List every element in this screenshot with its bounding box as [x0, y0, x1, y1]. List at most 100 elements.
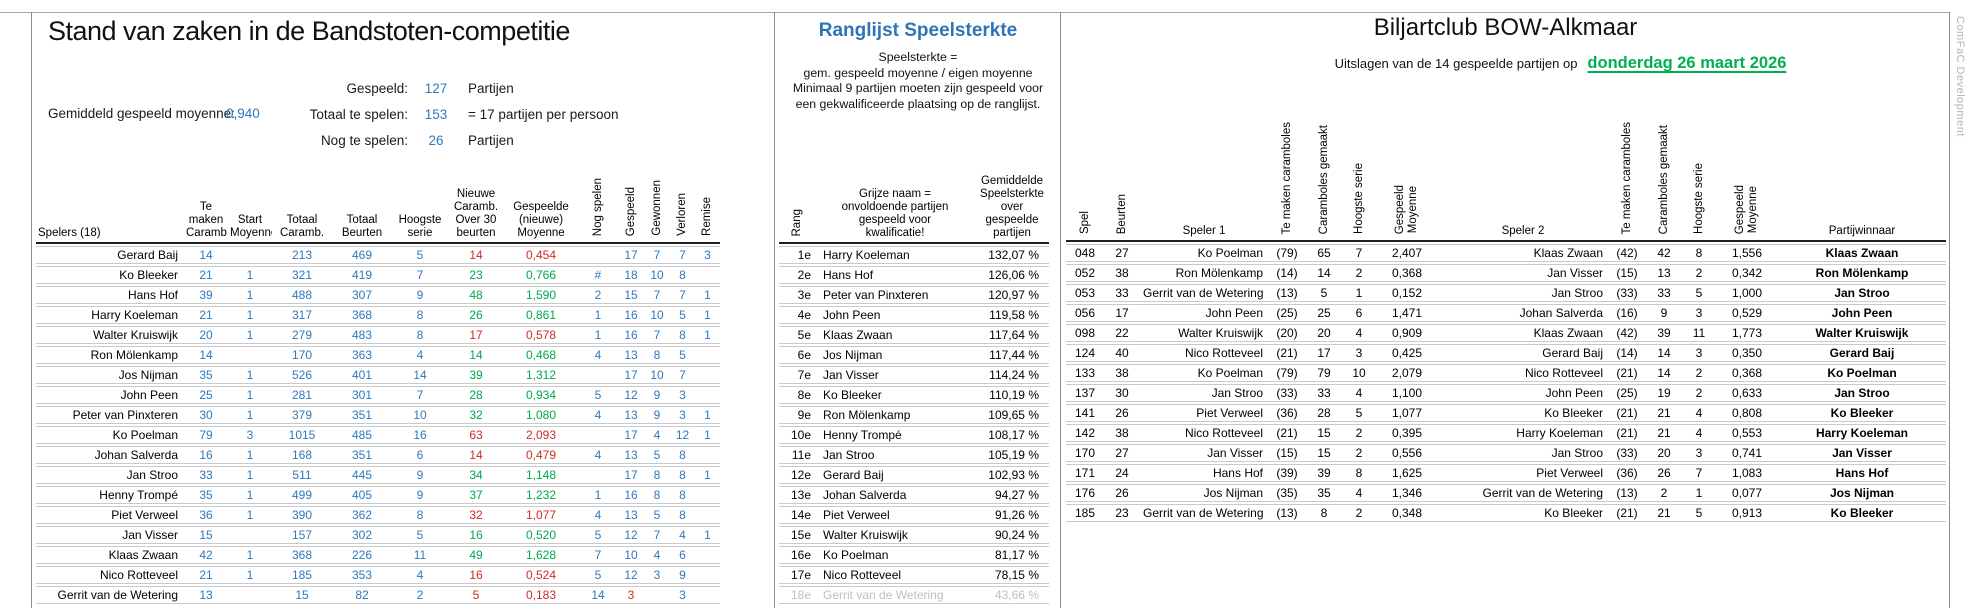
header-remise: Remise: [695, 152, 720, 244]
cell-pct: 132,07 %: [975, 246, 1049, 264]
cell-gm: 0,524: [504, 566, 578, 584]
cell-gp: 17: [618, 466, 644, 484]
average-moyenne-value: 0,940: [226, 106, 260, 121]
table-row: 16e Ko Poelman 81,17 %: [779, 546, 1049, 564]
club-title: Biljartclub BOW-Alkmaar: [1373, 14, 1638, 41]
cell-tc: 511: [272, 466, 332, 484]
cell-ns: 14: [578, 586, 618, 604]
cell-pct: 117,64 %: [975, 326, 1049, 344]
header-partijwinnaar: Partijwinnaar: [1778, 90, 1946, 242]
cell-tc: 279: [272, 326, 332, 344]
stat-suffix: Partijen: [468, 81, 514, 96]
cell-s2m: 1,773: [1716, 324, 1778, 342]
cell-tm: 21: [184, 306, 228, 324]
cell-tb: 485: [332, 426, 392, 444]
cell-tm: 39: [184, 286, 228, 304]
cell-rm: [695, 446, 720, 464]
cell-pct: 108,17 %: [975, 426, 1049, 444]
cell-tm: 20: [184, 326, 228, 344]
cell-hs: 2: [392, 586, 448, 604]
table-row: 15e Walter Kruiswijk 90,24 %: [779, 526, 1049, 544]
cell-s1: Gerrit van de Wetering: [1140, 284, 1268, 302]
cell-pct: 110,19 %: [975, 386, 1049, 404]
table-row: Hans Hof 39 1 488 307 9 48 1,590 2 15 7 7 1: [36, 286, 720, 304]
cell-s2c: 21: [1646, 404, 1682, 422]
cell-s2tm: (21): [1608, 404, 1646, 422]
cell-tc: 317: [272, 306, 332, 324]
cell-tb: 307: [332, 286, 392, 304]
cell-rang: 18e: [779, 586, 815, 604]
cell-sm: [228, 246, 272, 264]
table-row: 185 23 Gerrit van de Wetering (13) 8 2 0,348 Ko…: [1066, 504, 1946, 522]
cell-tm: 42: [184, 546, 228, 564]
cell-s2c: 19: [1646, 384, 1682, 402]
uitslagen-table: Spel Beurten Speler 1 Te maken carambole…: [1066, 88, 1946, 524]
cell-s1h: 4: [1342, 484, 1376, 502]
header-speler1: Speler 1: [1140, 90, 1268, 242]
cell-s1: Ron Mölenkamp: [1140, 264, 1268, 282]
cell-vl: 3: [670, 406, 695, 424]
cell-sm: 1: [228, 286, 272, 304]
cell-s2: Gerrit van de Wetering: [1438, 484, 1608, 502]
cell-vl: 8: [670, 506, 695, 524]
cell-name: Walter Kruiswijk: [815, 526, 975, 544]
cell-sm: [228, 346, 272, 364]
cell-s1h: 2: [1342, 504, 1376, 522]
cell-rm: [695, 386, 720, 404]
cell-brt: 38: [1104, 364, 1140, 382]
cell-s1h: 8: [1342, 464, 1376, 482]
cell-pct: 119,58 %: [975, 306, 1049, 324]
cell-win: Klaas Zwaan: [1778, 244, 1946, 262]
cell-s2c: 26: [1646, 464, 1682, 482]
table-row: 2e Hans Hof 126,06 %: [779, 266, 1049, 284]
cell-gp: 12: [618, 566, 644, 584]
cell-gw: 5: [644, 446, 670, 464]
cell-gp: 13: [618, 406, 644, 424]
stat-value: 127: [424, 81, 448, 96]
stat-label: Totaal te spelen:: [309, 107, 408, 122]
header-s1-caramboles: Caramboles gemaakt: [1306, 90, 1342, 242]
cell-s1h: 1: [1342, 284, 1376, 302]
cell-gw: 10: [644, 266, 670, 284]
cell-nc: 32: [448, 406, 504, 424]
cell-rm: 3: [695, 246, 720, 264]
ranglijst-table-header: Rang Grijze naam = onvoldoende partijen …: [779, 140, 1049, 244]
cell-s2: Jan Visser: [1438, 264, 1608, 282]
cell-gm: 1,232: [504, 486, 578, 504]
cell-s2: Klaas Zwaan: [1438, 244, 1608, 262]
table-row: 17e Nico Rotteveel 78,15 %: [779, 566, 1049, 584]
table-row: 9e Ron Mölenkamp 109,65 %: [779, 406, 1049, 424]
cell-s2c: 13: [1646, 264, 1682, 282]
cell-name: Klaas Zwaan: [36, 546, 184, 564]
cell-brt: 23: [1104, 504, 1140, 522]
cell-spel: 137: [1066, 384, 1104, 402]
cell-sm: 1: [228, 566, 272, 584]
cell-s1c: 8: [1306, 504, 1342, 522]
header-s1-te-maken: Te maken caramboles: [1268, 90, 1306, 242]
cell-rang: 14e: [779, 506, 815, 524]
cell-s2m: 0,741: [1716, 444, 1778, 462]
cell-name: Ko Bleeker: [815, 386, 975, 404]
header-gewonnen: Gewonnen: [644, 152, 670, 244]
cell-s2m: 0,633: [1716, 384, 1778, 402]
cell-nc: 48: [448, 286, 504, 304]
cell-nc: 14: [448, 246, 504, 264]
cell-name: Piet Verweel: [815, 506, 975, 524]
cell-nc: 39: [448, 366, 504, 384]
uitslagen-subtitle-row: Uitslagen van de 14 gespeelde partijen o…: [1116, 54, 1978, 73]
cell-s2c: 21: [1646, 504, 1682, 522]
cell-s2m: 1,083: [1716, 464, 1778, 482]
cell-name: Gerrit van de Wetering: [815, 586, 975, 604]
cell-name: Johan Salverda: [815, 486, 975, 504]
header-s2-moyenne: Gespeeld Moyenne: [1716, 90, 1778, 242]
cell-tm: 33: [184, 466, 228, 484]
table-row: Gerrit van de Wetering 13 15 82 2 5 0,183 14 3 3: [36, 586, 720, 604]
cell-gw: 7: [644, 286, 670, 304]
table-row: Ko Bleeker 21 1 321 419 7 23 0,766 #18 10 8: [36, 266, 720, 284]
cell-s2h: 4: [1682, 404, 1716, 422]
cell-spel: 141: [1066, 404, 1104, 422]
cell-sm: 1: [228, 486, 272, 504]
cell-hs: 4: [392, 346, 448, 364]
cell-rm: [695, 566, 720, 584]
cell-ns: 7: [578, 546, 618, 564]
